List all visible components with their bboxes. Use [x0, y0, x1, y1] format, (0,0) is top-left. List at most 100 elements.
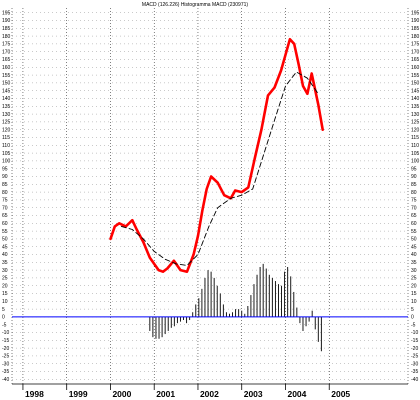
y-tick-right-165: 165: [411, 57, 420, 63]
left-axis-ticks: 1951901851801751701651601551501451401351…: [2, 10, 11, 383]
y-tick-left-165: 165: [2, 57, 11, 63]
y-tick-left-5: 5: [2, 307, 5, 313]
y-tick-right--40: -40: [411, 377, 418, 383]
y-tick-right-110: 110: [411, 143, 419, 149]
y-tick-right--35: -35: [411, 369, 418, 375]
y-tick-right-55: 55: [411, 229, 417, 235]
y-tick-right-25: 25: [411, 276, 417, 282]
y-tick-left--10: -10: [2, 330, 9, 336]
y-tick-right-130: 130: [411, 112, 420, 118]
y-tick-right-50: 50: [411, 237, 417, 243]
x-tick-label-1998: 1998: [25, 389, 44, 399]
y-tick-right-45: 45: [411, 244, 417, 250]
y-tick-left--15: -15: [2, 338, 9, 344]
y-tick-left-50: 50: [2, 237, 8, 243]
y-tick-right-0: 0: [411, 315, 414, 321]
y-tick-left-175: 175: [2, 42, 11, 48]
y-tick-right-15: 15: [411, 291, 417, 297]
y-tick-right-120: 120: [411, 127, 420, 133]
y-tick-right--15: -15: [411, 338, 418, 344]
y-tick-left--35: -35: [2, 369, 9, 375]
macd-lines: [109, 37, 325, 274]
x-tick-label-1999: 1999: [69, 389, 88, 399]
y-tick-left-190: 190: [2, 18, 11, 24]
horizontal-gridlines: [12, 12, 408, 380]
y-tick-right-125: 125: [411, 120, 420, 126]
y-tick-left-95: 95: [2, 166, 8, 172]
y-tick-left--25: -25: [2, 354, 9, 360]
y-tick-left-185: 185: [2, 26, 11, 32]
y-tick-right-95: 95: [411, 166, 417, 172]
y-tick-right-40: 40: [411, 252, 417, 258]
macd-line: [109, 37, 325, 274]
y-tick-right-150: 150: [411, 81, 420, 87]
x-tick-label-2001: 2001: [156, 389, 175, 399]
y-tick-left-90: 90: [2, 174, 8, 180]
y-tick-right-60: 60: [411, 221, 417, 227]
x-tick-label-2002: 2002: [200, 389, 219, 399]
y-tick-right-10: 10: [411, 299, 417, 305]
y-tick-right-155: 155: [411, 73, 420, 79]
y-tick-left-150: 150: [2, 81, 11, 87]
y-tick-right-90: 90: [411, 174, 417, 180]
macd-histogram: [149, 263, 322, 352]
y-tick-right-105: 105: [411, 151, 420, 157]
y-tick-left--30: -30: [2, 361, 9, 367]
y-tick-left-195: 195: [2, 10, 11, 16]
y-tick-left-0: 0: [2, 315, 5, 321]
y-tick-right--20: -20: [411, 346, 418, 352]
y-tick-right-100: 100: [411, 159, 420, 165]
y-tick-right--10: -10: [411, 330, 418, 336]
y-tick-left-65: 65: [2, 213, 8, 219]
y-tick-left-110: 110: [2, 143, 10, 149]
y-tick-right-175: 175: [411, 42, 420, 48]
x-tick-label-2000: 2000: [112, 389, 131, 399]
right-axis-ticks: 1951901851801751701651601551501451401351…: [411, 10, 420, 383]
y-tick-left-145: 145: [2, 88, 11, 94]
y-tick-left-160: 160: [2, 65, 11, 71]
y-tick-left-125: 125: [2, 120, 11, 126]
y-tick-left-140: 140: [2, 96, 11, 102]
y-tick-left--40: -40: [2, 377, 9, 383]
y-tick-right-65: 65: [411, 213, 417, 219]
y-tick-right-30: 30: [411, 268, 417, 274]
x-tick-label-2005: 2005: [331, 389, 350, 399]
y-tick-right-140: 140: [411, 96, 420, 102]
y-tick-right--25: -25: [411, 354, 418, 360]
y-tick-left-100: 100: [2, 159, 11, 165]
y-tick-left-130: 130: [2, 112, 11, 118]
y-tick-left-60: 60: [2, 221, 8, 227]
y-tick-right-70: 70: [411, 205, 417, 211]
y-tick-right-5: 5: [411, 307, 414, 313]
y-tick-left-10: 10: [2, 299, 8, 305]
y-tick-left-155: 155: [2, 73, 11, 79]
y-tick-right-195: 195: [411, 10, 420, 16]
y-tick-right--30: -30: [411, 361, 418, 367]
y-tick-right-145: 145: [411, 88, 420, 94]
y-tick-right-170: 170: [411, 49, 420, 55]
y-tick-right-190: 190: [411, 18, 420, 24]
y-tick-right-20: 20: [411, 283, 417, 289]
y-tick-left-45: 45: [2, 244, 8, 250]
signal-line: [120, 71, 319, 266]
y-tick-left-15: 15: [2, 291, 8, 297]
y-tick-right-115: 115: [411, 135, 419, 141]
y-tick-left-35: 35: [2, 260, 8, 266]
y-tick-left-80: 80: [2, 190, 8, 196]
y-tick-right-135: 135: [411, 104, 420, 110]
y-tick-left-135: 135: [2, 104, 11, 110]
y-tick-right--5: -5: [411, 322, 416, 328]
y-tick-left-25: 25: [2, 276, 8, 282]
y-tick-left-20: 20: [2, 283, 8, 289]
x-tick-label-2003: 2003: [244, 389, 263, 399]
y-tick-right-160: 160: [411, 65, 420, 71]
x-axis-ticks: 1998 1999 2000 2001 2002 2003 2004 2005: [22, 384, 350, 399]
y-tick-left-120: 120: [2, 127, 11, 133]
y-tick-left-115: 115: [2, 135, 10, 141]
y-tick-right-85: 85: [411, 182, 417, 188]
y-tick-left-40: 40: [2, 252, 8, 258]
y-tick-right-35: 35: [411, 260, 417, 266]
y-tick-right-180: 180: [411, 34, 420, 40]
y-tick-left-30: 30: [2, 268, 8, 274]
